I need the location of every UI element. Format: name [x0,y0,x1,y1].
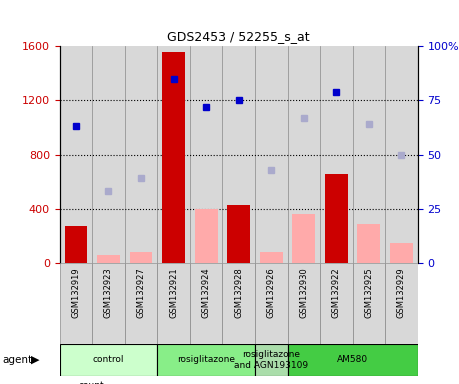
Bar [390,243,413,263]
Bar [255,263,287,344]
Bar [255,46,287,263]
Bar [385,263,418,344]
Bar [60,263,92,344]
Text: GSM132919: GSM132919 [72,267,80,318]
Bar [353,46,385,263]
Bar [60,344,157,376]
Bar [320,263,353,344]
Bar [157,46,190,263]
Text: GSM132921: GSM132921 [169,267,178,318]
Bar [287,263,320,344]
Text: GSM132922: GSM132922 [332,267,341,318]
Bar [190,263,223,344]
Bar [255,344,287,376]
Text: control: control [93,356,124,364]
Bar [195,209,218,263]
Text: rosiglitazone: rosiglitazone [177,356,235,364]
Text: agent: agent [2,355,33,365]
Bar [92,46,125,263]
Text: GSM132923: GSM132923 [104,267,113,318]
Bar [227,205,250,263]
Bar [125,46,157,263]
Bar [157,344,255,376]
Text: count: count [78,381,104,384]
Text: ▶: ▶ [31,355,40,365]
Bar [223,263,255,344]
Bar [358,224,380,263]
Text: GSM132928: GSM132928 [234,267,243,318]
Bar [125,263,157,344]
Bar [320,46,353,263]
Text: GSM132925: GSM132925 [364,267,373,318]
Bar [60,46,92,263]
Title: GDS2453 / 52255_s_at: GDS2453 / 52255_s_at [168,30,310,43]
Bar [190,46,223,263]
Bar [325,174,348,263]
Text: AM580: AM580 [337,356,368,364]
Text: GSM132929: GSM132929 [397,267,406,318]
Bar [223,46,255,263]
Bar [287,46,320,263]
Text: GSM132930: GSM132930 [299,267,308,318]
Text: GSM132926: GSM132926 [267,267,276,318]
Bar [129,252,152,263]
Text: GSM132924: GSM132924 [202,267,211,318]
Bar [353,263,385,344]
Bar [260,252,283,263]
Bar [162,51,185,263]
Bar [385,46,418,263]
Bar [157,263,190,344]
Bar [292,214,315,263]
Text: rosiglitazone
and AGN193109: rosiglitazone and AGN193109 [234,350,308,370]
Bar [287,344,418,376]
Bar [97,255,120,263]
Bar [92,263,125,344]
Text: GSM132927: GSM132927 [136,267,146,318]
Bar [65,227,87,263]
